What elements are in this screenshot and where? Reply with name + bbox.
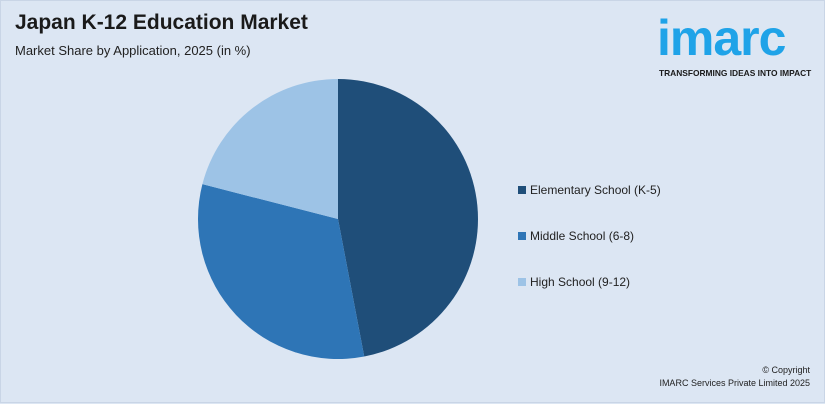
legend-label: High School (9-12) [530, 275, 631, 289]
legend-label: Middle School (6-8) [530, 229, 635, 243]
legend-label: Elementary School (K-5) [530, 183, 661, 197]
legend-swatch [518, 232, 526, 240]
legend-swatch [518, 186, 526, 194]
legend-swatch [518, 278, 526, 286]
legend-item: Middle School (6-8) [518, 228, 661, 244]
logo-tagline: TRANSFORMING IDEAS INTO IMPACT [659, 68, 812, 78]
chart-title: Japan K-12 Education Market [15, 11, 308, 34]
pie-slice-2 [198, 184, 365, 359]
chart-subtitle: Market Share by Application, 2025 (in %) [15, 43, 251, 58]
legend-item: High School (9-12) [518, 274, 661, 290]
logo-wordmark: imarc [657, 10, 786, 66]
legend: Elementary School (K-5) Middle School (6-… [518, 182, 661, 320]
pie-slice-3 [202, 79, 338, 219]
legend-item: Elementary School (K-5) [518, 182, 661, 198]
pie-slice-1 [338, 79, 479, 357]
copyright: © Copyright IMARC Services Private Limit… [659, 364, 810, 390]
copyright-label: © Copyright [762, 365, 810, 375]
copyright-company: IMARC Services Private Limited 2025 [659, 378, 810, 388]
